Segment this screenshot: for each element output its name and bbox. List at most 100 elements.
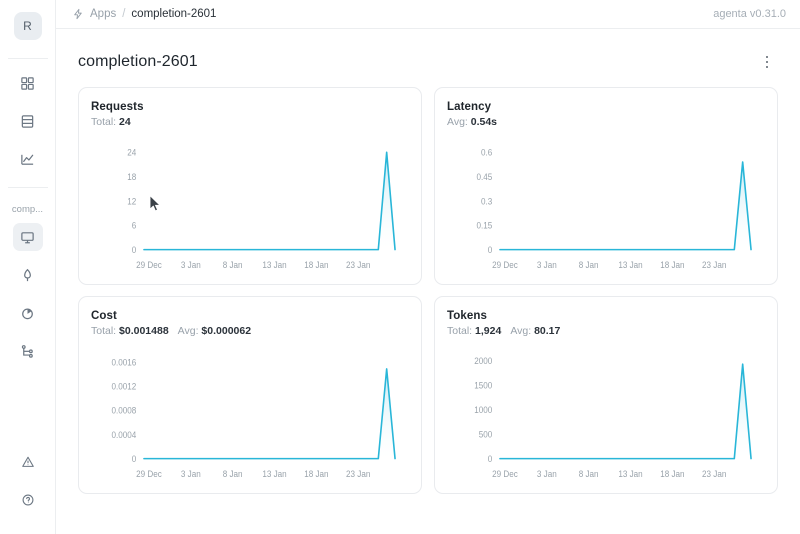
svg-text:23 Jan: 23 Jan [702, 259, 726, 270]
metric-card-title: Requests [91, 101, 144, 113]
svg-text:18 Jan: 18 Jan [304, 259, 328, 270]
metric-stat-value: $0.000062 [201, 325, 252, 337]
svg-text:0.6: 0.6 [481, 147, 492, 158]
svg-text:23 Jan: 23 Jan [346, 468, 370, 479]
svg-text:0: 0 [488, 244, 493, 255]
svg-text:29 Dec: 29 Dec [136, 468, 162, 479]
database-icon [20, 114, 35, 129]
metric-stat-value: 1,924 [475, 325, 502, 337]
breadcrumb-current[interactable]: completion-2601 [131, 8, 217, 20]
metrics-grid: Requests Total: 24 0 6 12 18 24 29 Dec 3 Jan 8 Ja… [78, 87, 778, 494]
chart-requests[interactable]: 0 6 12 18 24 29 Dec 3 Jan 8 Jan 13 Jan 18 Jan 23 J… [91, 134, 407, 276]
breadcrumb-root[interactable]: Apps [90, 8, 117, 20]
svg-text:18 Jan: 18 Jan [304, 468, 328, 479]
sidebar-item-testsets[interactable] [13, 107, 43, 135]
sidebar-divider-mid [7, 187, 48, 188]
sidebar-bottom [13, 448, 43, 534]
svg-text:8 Jan: 8 Jan [223, 259, 243, 270]
svg-text:8 Jan: 8 Jan [579, 468, 599, 479]
metric-stat-label: Total: [447, 325, 473, 337]
svg-text:3 Jan: 3 Jan [181, 468, 201, 479]
svg-text:0.45: 0.45 [476, 171, 492, 182]
page-title: completion-2601 [78, 53, 198, 70]
warning-triangle-icon [21, 455, 35, 469]
svg-text:0: 0 [488, 453, 493, 464]
svg-text:13 Jan: 13 Jan [618, 259, 642, 270]
metric-stat-label: Total: [91, 325, 117, 337]
svg-text:13 Jan: 13 Jan [618, 468, 642, 479]
metric-stat-label: Total: [91, 116, 117, 128]
sidebar-divider-top [7, 58, 48, 59]
svg-text:0: 0 [132, 244, 137, 255]
metric-stat-label: Avg: [447, 116, 468, 128]
svg-text:13 Jan: 13 Jan [262, 468, 286, 479]
main-column: Apps / completion-2601 agenta v0.31.0 co… [56, 0, 800, 534]
svg-text:18 Jan: 18 Jan [660, 259, 684, 270]
metric-stat-value: 0.54s [470, 116, 498, 128]
svg-text:0: 0 [132, 453, 137, 464]
metric-card-cost: Cost Total: $0.001488 Avg: $0.000062 0 0.000… [78, 296, 422, 494]
help-circle-icon [21, 493, 35, 507]
apps-grid-icon [20, 76, 35, 91]
svg-text:29 Dec: 29 Dec [492, 468, 518, 479]
sidebar-item-variants[interactable] [13, 337, 43, 365]
metric-stat: Avg: $0.000062 [178, 325, 251, 337]
sidebar-item-evaluations[interactable] [13, 145, 43, 173]
svg-text:18 Jan: 18 Jan [660, 468, 684, 479]
metric-card-stats: Total: $0.001488 Avg: $0.000062 [91, 325, 407, 337]
svg-text:2000: 2000 [474, 355, 492, 366]
svg-text:1000: 1000 [474, 404, 492, 415]
chart-tokens[interactable]: 0 500 1000 1500 2000 29 Dec 3 Jan 8 Jan 13 Jan 18… [447, 343, 763, 485]
metric-card-latency: Latency Avg: 0.54s 0 0.15 0.3 0.45 0.6 29 Dec 3 … [434, 87, 778, 285]
monitor-icon [20, 230, 35, 245]
svg-text:29 Dec: 29 Dec [492, 259, 518, 270]
sidebar-item-overview[interactable] [12, 223, 43, 251]
rocket-icon [20, 268, 35, 283]
svg-text:18: 18 [127, 171, 136, 182]
metric-stat-label: Avg: [177, 325, 199, 337]
metric-card-stats: Total: 24 [91, 116, 407, 128]
metric-card-title: Cost [91, 310, 117, 322]
svg-text:13 Jan: 13 Jan [262, 259, 286, 270]
chart-latency[interactable]: 0 0.15 0.3 0.45 0.6 29 Dec 3 Jan 8 Jan 13 Jan 18 … [447, 134, 763, 276]
svg-text:23 Jan: 23 Jan [702, 468, 726, 479]
sidebar-item-observability[interactable] [13, 299, 43, 327]
metric-stat: Avg: 80.17 [510, 325, 560, 337]
lightning-icon [72, 8, 84, 20]
svg-text:500: 500 [479, 429, 493, 440]
sidebar-item-help[interactable] [13, 486, 43, 514]
pie-timer-icon [20, 306, 35, 321]
sidebar-item-alerts[interactable] [13, 448, 43, 476]
metric-card-tokens: Tokens Total: 1,924 Avg: 80.17 0 500 1000 1500… [434, 296, 778, 494]
avatar[interactable]: R [13, 12, 42, 40]
svg-text:1500: 1500 [474, 380, 492, 391]
chart-cost[interactable]: 0 0.0004 0.0008 0.0012 0.0016 29 Dec 3 Jan 8 Ja… [91, 343, 407, 485]
svg-text:0.0008: 0.0008 [111, 405, 136, 416]
metric-stat-value: $0.001488 [119, 325, 169, 337]
svg-text:0.15: 0.15 [476, 220, 492, 231]
metric-stat-value: 24 [119, 116, 131, 128]
metric-stat-label: Avg: [510, 325, 532, 337]
sidebar-item-deployments[interactable] [13, 261, 43, 289]
sidebar: R [0, 0, 56, 534]
workflow-icon [20, 344, 35, 359]
sidebar-item-apps[interactable] [13, 69, 43, 97]
svg-text:29 Dec: 29 Dec [136, 259, 162, 270]
svg-text:3 Jan: 3 Jan [537, 259, 557, 270]
svg-text:0.0004: 0.0004 [111, 429, 136, 440]
metric-stat: Avg: 0.54s [447, 116, 497, 128]
metric-stat: Total: 24 [91, 116, 131, 128]
breadcrumb-separator: / [122, 8, 126, 20]
svg-text:3 Jan: 3 Jan [181, 259, 201, 270]
sidebar-section-label: comp... [11, 204, 44, 215]
metric-stat-value: 80.17 [534, 325, 561, 337]
breadcrumb: Apps / completion-2601 [72, 8, 216, 20]
avatar-initial: R [23, 19, 32, 33]
svg-text:24: 24 [127, 147, 136, 158]
kebab-menu-icon[interactable] [756, 51, 778, 73]
top-bar: Apps / completion-2601 agenta v0.31.0 [56, 0, 800, 29]
svg-text:12: 12 [127, 196, 136, 207]
svg-text:23 Jan: 23 Jan [346, 259, 370, 270]
page-header: completion-2601 [78, 29, 778, 87]
